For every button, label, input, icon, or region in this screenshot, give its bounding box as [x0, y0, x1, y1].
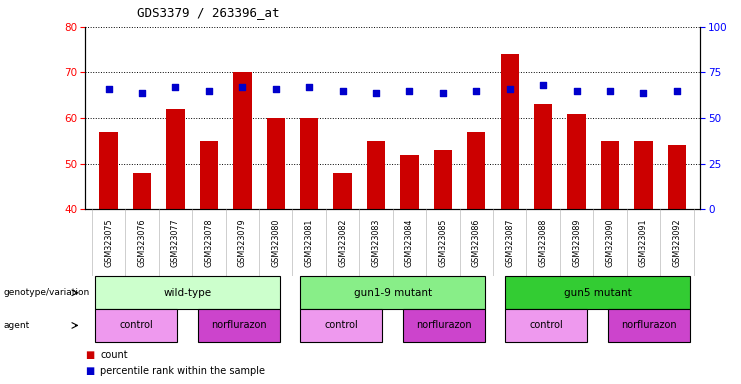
Bar — [668, 146, 686, 209]
Bar — [634, 141, 653, 209]
Point — [336, 88, 348, 94]
Bar — [568, 114, 586, 209]
Text: genotype/variation: genotype/variation — [4, 288, 90, 297]
Text: gun1-9 mutant: gun1-9 mutant — [353, 288, 432, 298]
Text: GSM323076: GSM323076 — [138, 218, 147, 267]
Bar — [300, 118, 319, 209]
Text: GSM323085: GSM323085 — [439, 218, 448, 267]
Text: GSM323078: GSM323078 — [205, 218, 213, 267]
Point — [471, 88, 482, 94]
Point — [571, 88, 582, 94]
Text: wild-type: wild-type — [164, 288, 212, 298]
Text: GSM323075: GSM323075 — [104, 218, 113, 267]
Bar — [99, 132, 118, 209]
Text: norflurazon: norflurazon — [211, 320, 267, 331]
Bar — [601, 141, 619, 209]
Text: GSM323082: GSM323082 — [338, 218, 347, 267]
Point — [136, 89, 148, 96]
Text: GSM323092: GSM323092 — [672, 218, 681, 267]
Bar — [534, 104, 552, 209]
Bar — [267, 118, 285, 209]
Point — [637, 89, 649, 96]
Point — [236, 84, 248, 90]
Text: norflurazon: norflurazon — [621, 320, 677, 331]
Bar — [333, 173, 352, 209]
Bar — [467, 132, 485, 209]
Text: GSM323086: GSM323086 — [472, 219, 481, 267]
Bar — [133, 173, 151, 209]
Bar — [500, 54, 519, 209]
Text: GSM323087: GSM323087 — [505, 218, 514, 267]
Text: ■: ■ — [85, 350, 94, 360]
Text: control: control — [530, 320, 563, 331]
Text: GSM323084: GSM323084 — [405, 219, 414, 267]
Bar — [199, 141, 218, 209]
Text: GSM323090: GSM323090 — [605, 218, 614, 267]
Text: control: control — [325, 320, 359, 331]
Bar — [233, 73, 251, 209]
Point — [270, 86, 282, 92]
Text: GSM323077: GSM323077 — [171, 218, 180, 267]
Bar — [400, 155, 419, 209]
Point — [103, 86, 115, 92]
Bar — [166, 109, 185, 209]
Text: percentile rank within the sample: percentile rank within the sample — [100, 366, 265, 376]
Point — [370, 89, 382, 96]
Point — [303, 84, 315, 90]
Text: agent: agent — [4, 321, 30, 330]
Point — [604, 88, 616, 94]
Text: GSM323079: GSM323079 — [238, 218, 247, 267]
Text: GSM323081: GSM323081 — [305, 219, 313, 267]
Text: GSM323091: GSM323091 — [639, 218, 648, 267]
Text: count: count — [100, 350, 127, 360]
Point — [504, 86, 516, 92]
Text: GSM323083: GSM323083 — [371, 219, 381, 267]
Point — [170, 84, 182, 90]
Bar — [367, 141, 385, 209]
Text: norflurazon: norflurazon — [416, 320, 472, 331]
Text: GSM323088: GSM323088 — [539, 219, 548, 267]
Text: control: control — [119, 320, 153, 331]
Text: ■: ■ — [85, 366, 94, 376]
Text: GSM323080: GSM323080 — [271, 219, 280, 267]
Text: GDS3379 / 263396_at: GDS3379 / 263396_at — [137, 6, 279, 19]
Point — [437, 89, 449, 96]
Point — [203, 88, 215, 94]
Point — [537, 82, 549, 88]
Point — [671, 88, 682, 94]
Text: GSM323089: GSM323089 — [572, 218, 581, 267]
Bar — [433, 150, 452, 209]
Text: gun5 mutant: gun5 mutant — [564, 288, 631, 298]
Point — [404, 88, 416, 94]
